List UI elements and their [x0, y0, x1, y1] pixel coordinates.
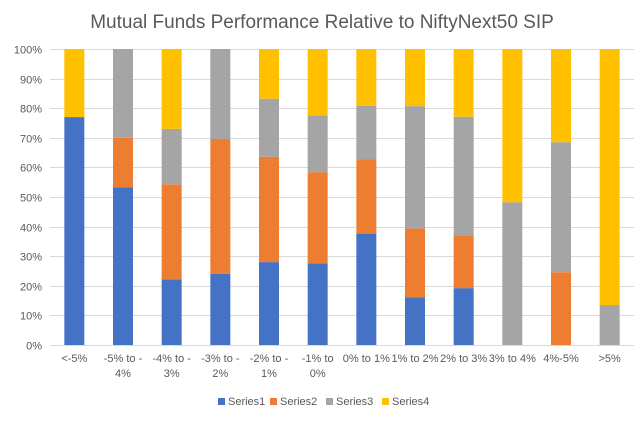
bar-segment: [502, 49, 523, 203]
bar-segment: [599, 49, 620, 306]
bar-segment: [307, 115, 328, 173]
bar-segment: [551, 272, 571, 345]
bar-segment: [161, 49, 182, 129]
bar-segment: [502, 202, 523, 345]
legend-label: Series3: [336, 396, 373, 408]
y-tick-label: 60%: [20, 163, 42, 175]
bar-segment: [113, 187, 133, 345]
bar-segment: [307, 263, 328, 345]
x-tick-label: 3% to 4%: [489, 353, 536, 365]
bar-segment: [259, 98, 279, 157]
legend-swatch: [270, 398, 277, 405]
x-tick-label: 4%: [115, 368, 131, 380]
bar-segment: [551, 142, 571, 273]
chart-title: Mutual Funds Performance Relative to Nif…: [90, 12, 554, 33]
bar-segment: [453, 235, 474, 289]
legend-label: Series2: [280, 396, 317, 408]
x-tick-label: 0% to 1%: [343, 353, 390, 365]
y-tick-label: 50%: [20, 193, 42, 205]
x-tick-label: 0%: [310, 368, 326, 380]
y-axis-ticks: 0% 10% 20% 30% 40% 50% 60% 70% 80% 90% 100%: [14, 45, 42, 353]
bar-segment: [259, 49, 279, 99]
legend-swatch: [326, 398, 333, 405]
bar-segment: [210, 138, 231, 274]
x-tick-label: 2% to 3%: [440, 353, 487, 365]
bar-segment: [453, 49, 474, 117]
bar-segment: [64, 49, 85, 118]
bar-segment: [307, 172, 328, 264]
x-tick-label: 4%-5%: [543, 353, 579, 365]
bar-segment: [113, 49, 133, 138]
bar-segment: [161, 184, 182, 280]
bar-segment: [113, 137, 133, 188]
bar-segment: [405, 106, 425, 229]
y-tick-label: 90%: [20, 75, 42, 87]
x-tick-label: -1% to: [302, 353, 334, 365]
x-axis-ticks: <-5% -5% to - 4% -4% to - 3% -3% to - 2% -2% to…: [61, 353, 621, 380]
bar-segment: [210, 49, 231, 139]
bar-segment: [356, 105, 377, 160]
bar-segment: [307, 49, 328, 116]
y-tick-label: 70%: [20, 134, 42, 146]
bar-segment: [405, 49, 425, 107]
legend: Series1 Series2 Series3 Series4: [218, 396, 429, 408]
x-tick-label: 1%: [261, 368, 277, 380]
gridlines: [50, 49, 634, 346]
bar-segment: [64, 117, 85, 345]
x-tick-label: -3% to -: [201, 353, 240, 365]
y-tick-label: 0%: [26, 341, 42, 353]
bar-segment: [259, 156, 279, 263]
y-tick-label: 80%: [20, 104, 42, 116]
bar-segment: [210, 273, 231, 345]
bars: [64, 49, 620, 345]
y-tick-label: 100%: [14, 45, 42, 57]
x-tick-label: 1% to 2%: [391, 353, 438, 365]
y-tick-label: 10%: [20, 311, 42, 323]
bar-segment: [161, 279, 182, 345]
y-tick-label: 30%: [20, 252, 42, 264]
bar-segment: [356, 159, 377, 234]
legend-swatch: [382, 398, 389, 405]
bar-segment: [453, 288, 474, 345]
legend-label: Series1: [228, 396, 265, 408]
legend-label: Series4: [392, 396, 429, 408]
x-tick-label: 3%: [164, 368, 180, 380]
legend-swatch: [218, 398, 225, 405]
bar-segment: [599, 305, 620, 345]
bar-segment: [356, 234, 377, 345]
bar-segment: [551, 49, 571, 143]
x-tick-label: 2%: [212, 368, 228, 380]
x-tick-label: -4% to -: [152, 353, 191, 365]
y-tick-label: 40%: [20, 223, 42, 235]
x-tick-label: <-5%: [61, 353, 87, 365]
bar-segment: [405, 228, 425, 298]
x-tick-label: >5%: [599, 353, 622, 365]
x-tick-label: -5% to -: [104, 353, 143, 365]
bar-segment: [356, 49, 377, 106]
x-tick-label: -2% to -: [250, 353, 289, 365]
bar-segment: [405, 297, 425, 345]
bar-segment: [161, 128, 182, 185]
bar-segment: [259, 262, 279, 345]
bar-segment: [453, 116, 474, 236]
y-tick-label: 20%: [20, 282, 42, 294]
